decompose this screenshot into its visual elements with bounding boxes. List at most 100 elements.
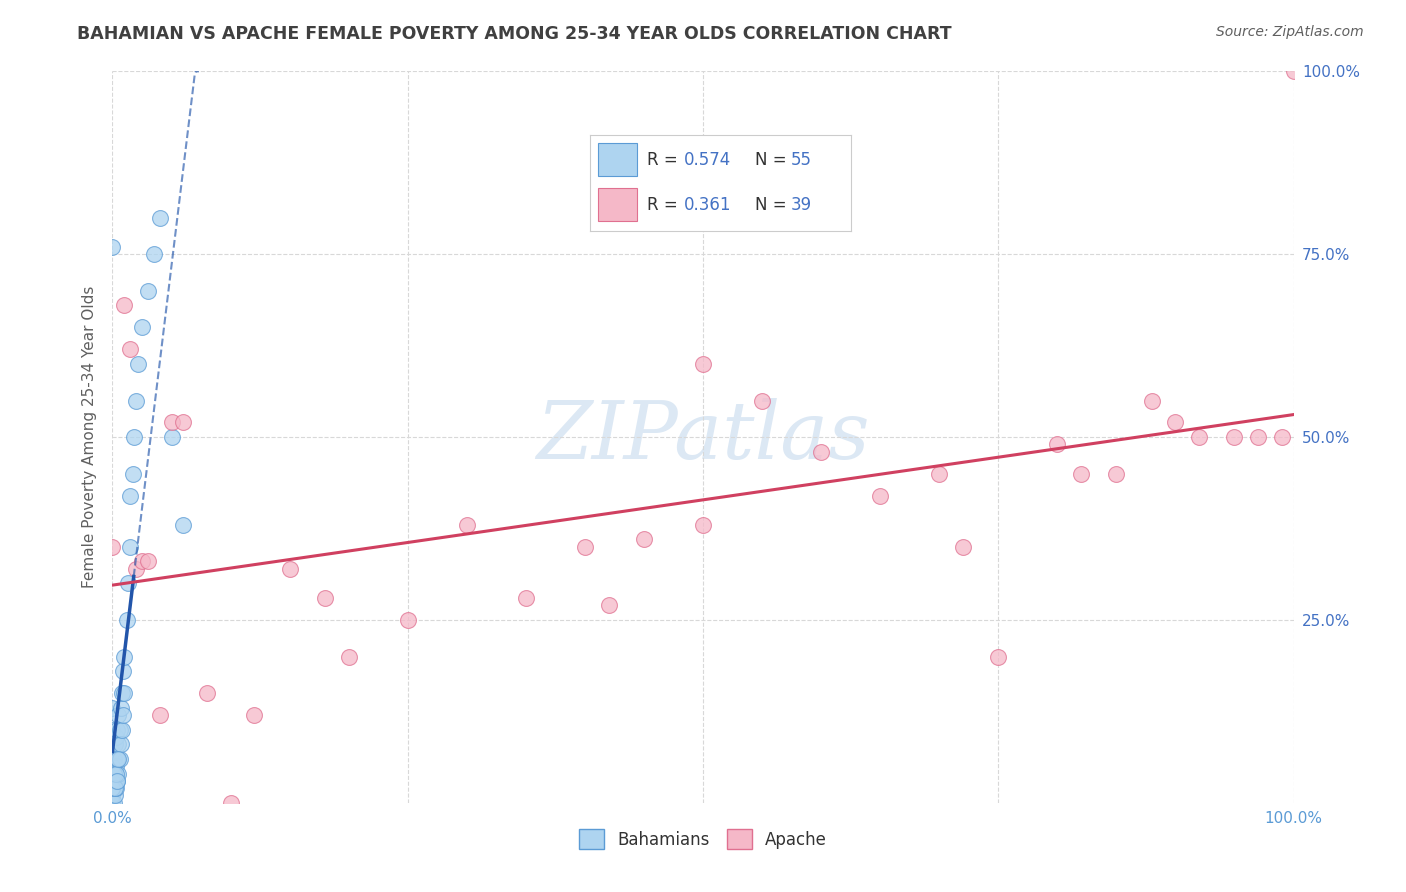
Point (195, 686, 218, 700)
Point (104, 737, 127, 751)
Point (112, 708, 135, 723)
Point (928, 467, 950, 481)
Point (103, 766, 125, 780)
Text: 0.574: 0.574 (683, 151, 731, 169)
Text: N =: N = (755, 195, 792, 214)
Point (515, 591, 537, 605)
Point (101, 240, 124, 254)
Bar (598, 144, 637, 176)
Point (952, 540, 974, 554)
Point (869, 489, 891, 503)
Text: 0.361: 0.361 (683, 195, 731, 214)
Point (337, 649, 360, 664)
Point (101, 759, 124, 773)
Point (1046, 437, 1069, 451)
Point (125, 393, 148, 408)
Text: 39: 39 (792, 195, 813, 214)
Point (1271, 430, 1294, 444)
Point (219, 796, 242, 810)
Point (112, 298, 135, 312)
Point (107, 737, 129, 751)
Point (172, 416, 194, 430)
Point (105, 766, 128, 780)
Point (110, 700, 132, 714)
Text: 55: 55 (792, 151, 813, 169)
Point (160, 430, 183, 444)
Point (574, 540, 596, 554)
Point (1164, 416, 1187, 430)
Y-axis label: Female Poverty Among 25-34 Year Olds: Female Poverty Among 25-34 Year Olds (82, 286, 97, 588)
Point (314, 591, 336, 605)
Point (105, 781, 128, 796)
Point (149, 211, 172, 225)
Point (103, 752, 125, 766)
Point (101, 773, 124, 788)
Point (127, 357, 149, 371)
Point (598, 599, 620, 613)
Point (105, 723, 128, 737)
Point (136, 284, 159, 298)
Text: R =: R = (647, 195, 683, 214)
Point (172, 517, 194, 532)
Point (1282, 64, 1305, 78)
Point (1188, 430, 1211, 444)
Point (107, 708, 129, 723)
Point (136, 554, 159, 568)
Text: R =: R = (647, 151, 683, 169)
Point (160, 416, 183, 430)
Point (105, 759, 128, 773)
Point (111, 686, 134, 700)
Point (243, 708, 266, 723)
Point (115, 613, 138, 627)
Point (101, 781, 124, 796)
Point (101, 796, 124, 810)
Point (1140, 393, 1163, 408)
Text: BAHAMIAN VS APACHE FEMALE POVERTY AMONG 25-34 YEAR OLDS CORRELATION CHART: BAHAMIAN VS APACHE FEMALE POVERTY AMONG … (77, 25, 952, 43)
Point (101, 789, 124, 803)
Point (692, 357, 714, 371)
Point (987, 649, 1010, 664)
Point (101, 723, 124, 737)
Point (110, 737, 132, 751)
Point (278, 562, 301, 576)
Point (111, 723, 134, 737)
Point (1105, 467, 1128, 481)
Point (101, 540, 124, 554)
Point (131, 554, 153, 568)
Point (122, 430, 145, 444)
Point (112, 649, 135, 664)
Point (107, 752, 129, 766)
Point (125, 562, 148, 576)
Point (142, 247, 165, 261)
Point (456, 517, 478, 532)
Point (1223, 430, 1246, 444)
Point (103, 796, 125, 810)
Point (104, 789, 127, 803)
Point (103, 766, 125, 780)
Point (107, 766, 129, 780)
Point (105, 730, 128, 744)
Point (105, 773, 128, 788)
Point (104, 773, 127, 788)
Point (104, 781, 127, 796)
Text: ZIPatlas: ZIPatlas (536, 399, 870, 475)
Point (751, 393, 773, 408)
Point (101, 745, 124, 759)
Point (105, 752, 128, 766)
Point (101, 700, 124, 714)
Point (633, 533, 655, 547)
Point (121, 467, 143, 481)
Point (112, 664, 135, 678)
Point (105, 773, 128, 788)
Point (117, 576, 139, 591)
Point (120, 343, 142, 357)
Point (112, 686, 135, 700)
Point (120, 489, 142, 503)
Point (103, 781, 125, 796)
Legend: Bahamians, Apache: Bahamians, Apache (579, 829, 827, 849)
Point (101, 781, 124, 796)
Point (131, 320, 153, 334)
Point (108, 723, 131, 737)
Point (692, 517, 714, 532)
Bar (598, 188, 637, 221)
